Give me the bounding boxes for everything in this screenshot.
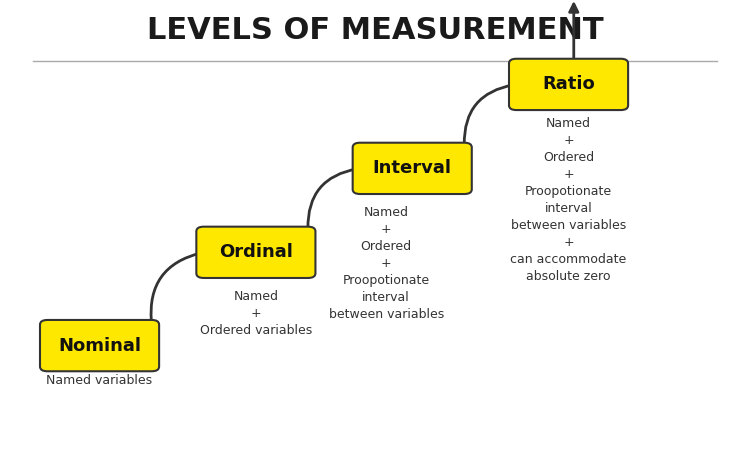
Text: Nominal: Nominal (58, 337, 141, 354)
FancyBboxPatch shape (40, 320, 159, 371)
Text: Named
+
Ordered
+
Proopotionate
interval
between variables: Named + Ordered + Proopotionate interval… (328, 206, 444, 320)
Text: Ratio: Ratio (542, 76, 595, 93)
Text: Ordinal: Ordinal (219, 244, 292, 261)
Text: Named variables: Named variables (46, 374, 152, 387)
FancyBboxPatch shape (352, 143, 472, 194)
Text: LEVELS OF MEASUREMENT: LEVELS OF MEASUREMENT (147, 16, 603, 45)
Text: Interval: Interval (373, 160, 452, 177)
Text: Named
+
Ordered
+
Proopotionate
interval
between variables
+
can accommodate
abs: Named + Ordered + Proopotionate interval… (511, 117, 627, 283)
Text: Named
+
Ordered variables: Named + Ordered variables (200, 290, 312, 337)
FancyBboxPatch shape (196, 227, 316, 278)
FancyBboxPatch shape (509, 59, 628, 110)
